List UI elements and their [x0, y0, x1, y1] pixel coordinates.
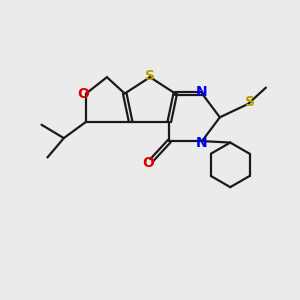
Text: N: N	[196, 136, 208, 150]
Text: N: N	[196, 85, 208, 99]
Text: O: O	[142, 156, 154, 170]
Text: S: S	[244, 95, 255, 110]
Text: S: S	[145, 69, 155, 83]
Text: O: O	[77, 86, 89, 100]
